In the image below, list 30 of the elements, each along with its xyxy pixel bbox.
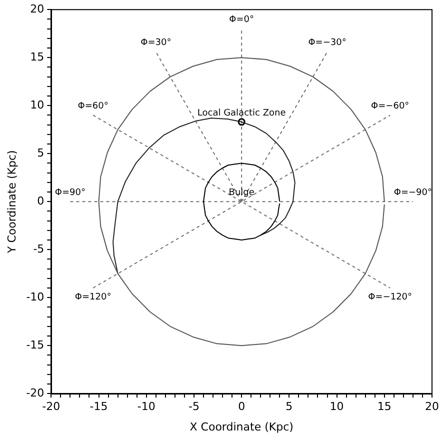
x-tick-label: -10	[137, 400, 156, 414]
x-tick-label: 20	[425, 400, 439, 414]
annotation: Φ=30°	[140, 38, 172, 48]
annotation: Φ=120°	[74, 292, 112, 302]
y-tick-label: -15	[26, 338, 44, 352]
annotation: Φ=−120°	[368, 292, 412, 302]
y-tick-label: 0	[37, 194, 44, 208]
annotation: Φ=−30°	[308, 38, 346, 48]
annotation: Φ=60°	[78, 102, 108, 112]
x-tick-label: 15	[377, 400, 392, 414]
annotation: Φ=90°	[54, 188, 86, 198]
x-axis-title: X Coordinate (Kpc)	[190, 420, 294, 434]
x-tick-label: 0	[238, 400, 246, 414]
y-tick-label: 10	[30, 98, 44, 112]
x-tick-label: 10	[330, 400, 344, 414]
annotation: Φ=−60°	[371, 102, 410, 112]
y-tick-label: -10	[26, 290, 44, 304]
annotation: Local Galactic Zone	[197, 108, 286, 118]
annotation: Φ=0°	[229, 15, 254, 26]
y-tick-label: -5	[33, 242, 44, 256]
annotation: Φ=−90°	[394, 188, 432, 198]
x-tick-label: -15	[90, 400, 108, 414]
annotation: Bulge	[228, 188, 255, 198]
y-tick-label: 15	[30, 50, 44, 64]
y-tick-label: 5	[37, 146, 44, 160]
y-axis-title: Y Coordinate (Kpc)	[5, 150, 18, 254]
y-tick-label: 20	[30, 2, 44, 16]
x-tick-label: 5	[286, 400, 293, 414]
x-tick-label: -5	[188, 400, 200, 414]
y-tick-label: -20	[26, 386, 44, 400]
